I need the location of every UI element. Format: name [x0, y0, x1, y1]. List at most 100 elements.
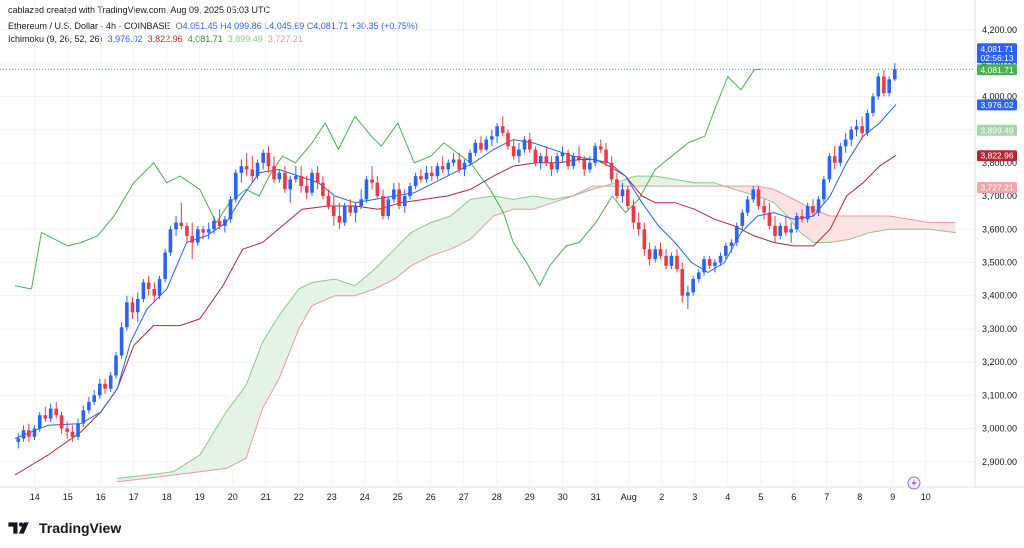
- candle-down: [511, 146, 516, 157]
- symbol-name[interactable]: Ethereum / U.S. Dollar · 4h · COINBASE: [8, 21, 171, 31]
- lightning-icon: [907, 476, 921, 490]
- time-tick-label: 29: [525, 492, 535, 502]
- candle-down: [631, 206, 636, 223]
- candle-up: [538, 156, 543, 163]
- time-tick-label: 20: [228, 492, 238, 502]
- candle-down: [544, 156, 549, 163]
- candle-down: [429, 172, 434, 177]
- price-badge-bg: [977, 150, 1017, 162]
- candle-down: [664, 255, 668, 266]
- price-badge-value: 3,899.49: [980, 125, 1013, 135]
- candle-up: [81, 410, 86, 424]
- candle-up: [718, 255, 723, 263]
- time-tick-label: 16: [96, 492, 106, 502]
- candle-down: [457, 159, 461, 170]
- candle-up: [713, 262, 717, 266]
- candle-up: [125, 302, 129, 328]
- time-tick-label: 19: [195, 492, 205, 502]
- candle-down: [598, 146, 603, 150]
- candle-down: [756, 189, 761, 206]
- candle-down: [331, 206, 336, 216]
- time-tick-label: 9: [890, 492, 895, 502]
- candle-up: [822, 179, 826, 200]
- candle-down: [506, 132, 510, 147]
- candle-up: [174, 222, 178, 230]
- candle-up: [865, 113, 870, 133]
- candle-up: [653, 249, 657, 260]
- candle-down: [500, 126, 505, 133]
- candle-down: [146, 282, 151, 290]
- time-tick-label: 14: [30, 492, 40, 502]
- time-tick-label: 22: [294, 492, 304, 502]
- candle-down: [860, 126, 864, 133]
- candle-up: [228, 199, 233, 220]
- price-badge-bg: [977, 43, 1017, 64]
- candle-down: [577, 156, 581, 160]
- price-badge-bg: [977, 99, 1017, 111]
- candle-up: [871, 96, 875, 113]
- span-a-value: 3,899.49: [227, 34, 263, 44]
- candle-up: [114, 355, 118, 376]
- time-tick-label: 2: [659, 492, 664, 502]
- price-badge-value: 4,081.71: [980, 65, 1013, 75]
- candle-up: [849, 129, 854, 140]
- candle-up: [157, 279, 162, 296]
- candle-down: [315, 172, 320, 183]
- candle-down: [626, 189, 630, 206]
- ichimoku-lines: [0, 68, 975, 483]
- high-label: H: [220, 21, 227, 31]
- time-tick-label: 15: [63, 492, 73, 502]
- candle-down: [130, 302, 135, 313]
- candle-up: [108, 375, 113, 389]
- price-badge-value: 3,976.02: [980, 100, 1013, 110]
- kijun-line: [14, 154, 897, 476]
- candle-down: [680, 269, 685, 296]
- candle-down: [381, 196, 385, 216]
- chikou-line: [14, 68, 761, 290]
- candle-down: [419, 176, 423, 180]
- candle-up: [555, 156, 559, 170]
- price-badge: 3,976.02: [977, 99, 1017, 111]
- candle-up: [212, 220, 216, 230]
- candle-up: [843, 139, 848, 147]
- candle-down: [185, 225, 189, 236]
- candle-up: [560, 152, 565, 157]
- candle-down: [832, 156, 837, 163]
- span-b-value: 3,727.21: [267, 34, 303, 44]
- candle-up: [196, 229, 200, 243]
- price-tick-label: 3,600.00: [982, 224, 1017, 234]
- cloud-bull-area: [117, 196, 573, 482]
- span-a-line: [117, 175, 956, 479]
- price-badge-value: 4,081.71: [980, 44, 1013, 54]
- price-tick-label: 4,000.00: [982, 91, 1017, 101]
- candle-down: [582, 159, 587, 170]
- candle-up: [805, 206, 810, 220]
- candle-down: [440, 166, 445, 170]
- brand-name: TradingView: [39, 520, 122, 536]
- price-badge-bg: [977, 124, 1017, 136]
- candle-up: [451, 159, 456, 163]
- chikou-value: 4,081.71: [187, 34, 223, 44]
- price-axis[interactable]: 2,900.00 3,000.00 3,100.00 3,200.00 3,300.00…: [982, 25, 1017, 467]
- time-tick-label: 27: [459, 492, 469, 502]
- candle-down: [179, 222, 184, 226]
- candle-down: [152, 289, 157, 296]
- time-tick-label: 18: [162, 492, 172, 502]
- candle-up: [402, 196, 407, 206]
- indicator-name[interactable]: Ichimoku (9, 26, 52, 26): [8, 34, 103, 44]
- candle-up: [517, 149, 521, 157]
- candle-up: [571, 156, 576, 167]
- candle-up: [620, 189, 625, 197]
- candle-down: [266, 152, 271, 167]
- candle-down: [615, 179, 619, 197]
- kijun-value: 3,822.96: [147, 34, 183, 44]
- change-value: +30.35 (+0.75%): [350, 21, 418, 31]
- candle-up: [593, 146, 597, 163]
- candle-down: [767, 212, 772, 226]
- candle-up: [48, 408, 53, 419]
- time-axis[interactable]: 14 15 16 17 18 19 20 21 22 23 24 25 26 27 28 29 30 31 Aug 2…: [30, 492, 931, 502]
- tradingview-logo[interactable]: TradingView: [8, 520, 121, 536]
- price-badge-bg: [977, 181, 1017, 193]
- candle-up: [233, 172, 238, 200]
